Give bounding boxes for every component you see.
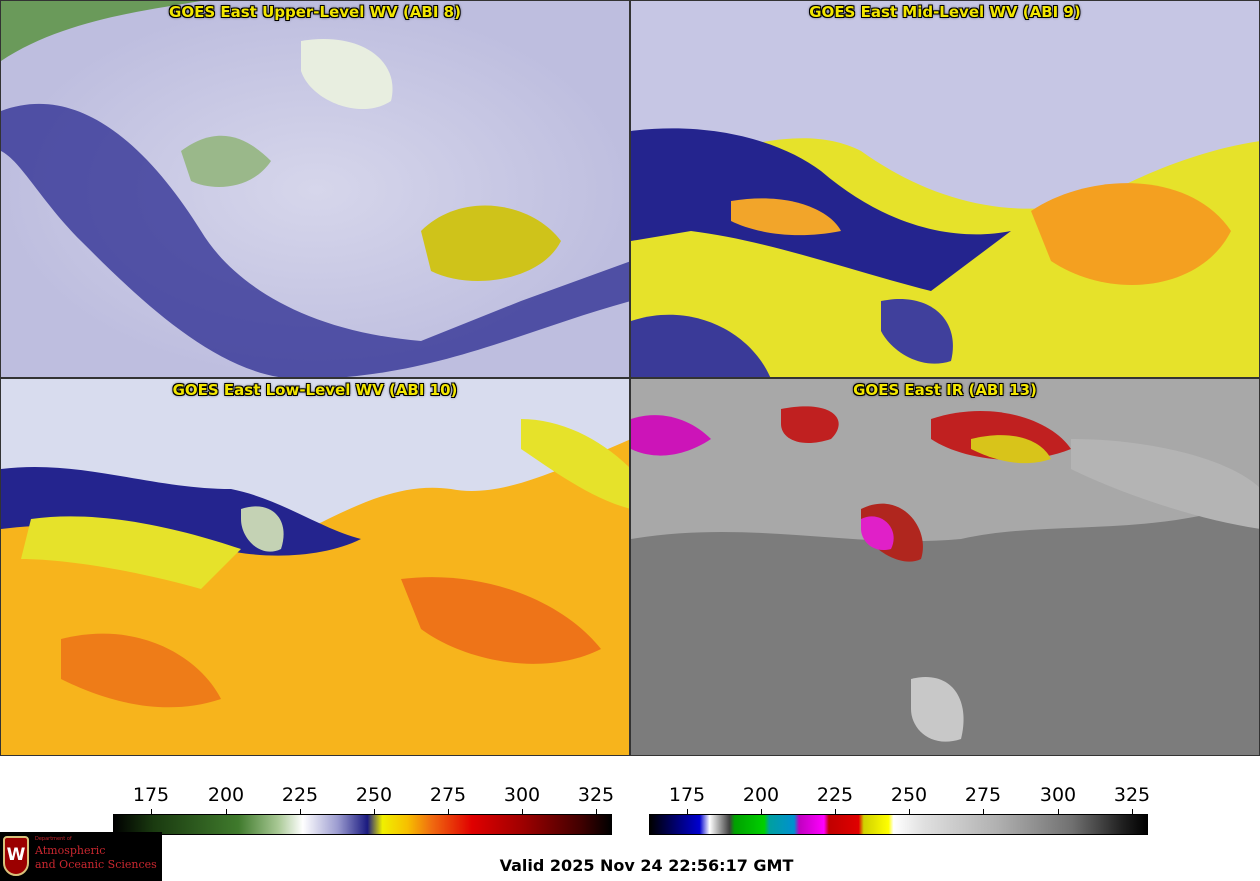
ir-colorbar — [649, 814, 1148, 835]
ir-tick-label: 325 — [1113, 784, 1151, 806]
crest-letter: W — [6, 845, 26, 865]
logo-department: Department of — [35, 836, 72, 842]
ir-tick — [835, 809, 836, 815]
ir-tick-label: 175 — [668, 784, 706, 806]
ir-tick-label: 275 — [964, 784, 1002, 806]
ir-tick — [1132, 809, 1133, 815]
panel-title: GOES East Low-Level WV (ABI 10) — [172, 381, 458, 399]
wv-tick — [522, 809, 523, 815]
logo-line2: and Oceanic Sciences — [35, 858, 157, 871]
wv-colorbar — [113, 814, 612, 835]
colorbar-area: 175 200 225 250 275 300 325 175 200 225 … — [0, 756, 1260, 881]
wv-tick — [596, 809, 597, 815]
panel-title: GOES East Mid-Level WV (ABI 9) — [809, 3, 1081, 21]
wv-tick-label: 275 — [429, 784, 467, 806]
wv-tick-label: 200 — [207, 784, 245, 806]
wv-tick-label: 250 — [355, 784, 393, 806]
ir-tick-label: 250 — [890, 784, 928, 806]
valid-time: Valid 2025 Nov 24 22:56:17 GMT — [499, 856, 794, 875]
upper-level-wv-image — [1, 1, 629, 377]
uw-crest-icon: W — [3, 836, 29, 876]
ir-tick — [1058, 809, 1059, 815]
logo-line1: Atmospheric — [35, 844, 106, 857]
ir-tick — [909, 809, 910, 815]
panel-title: GOES East IR (ABI 13) — [853, 381, 1037, 399]
panel-mid-level-wv: GOES East Mid-Level WV (ABI 9) — [630, 0, 1260, 378]
ir-tick — [761, 809, 762, 815]
wv-tick — [374, 809, 375, 815]
wv-tick — [448, 809, 449, 815]
ir-tick — [983, 809, 984, 815]
panel-upper-level-wv: GOES East Upper-Level WV (ABI 8) — [0, 0, 630, 378]
wv-tick-label: 325 — [577, 784, 615, 806]
panel-title: GOES East Upper-Level WV (ABI 8) — [169, 3, 461, 21]
ir-image — [631, 379, 1259, 755]
wv-tick-label: 225 — [281, 784, 319, 806]
wv-tick — [300, 809, 301, 815]
wv-tick — [151, 809, 152, 815]
aos-logo: W Department of Atmospheric and Oceanic … — [0, 832, 162, 881]
low-level-wv-image — [1, 379, 629, 755]
ir-tick-label: 300 — [1039, 784, 1077, 806]
mid-level-wv-image — [631, 1, 1259, 377]
wv-tick-label: 175 — [132, 784, 170, 806]
ir-tick-label: 225 — [816, 784, 854, 806]
panel-low-level-wv: GOES East Low-Level WV (ABI 10) — [0, 378, 630, 756]
ir-tick-label: 200 — [742, 784, 780, 806]
wv-tick — [226, 809, 227, 815]
panel-ir: GOES East IR (ABI 13) — [630, 378, 1260, 756]
ir-tick — [687, 809, 688, 815]
wv-tick-label: 300 — [503, 784, 541, 806]
